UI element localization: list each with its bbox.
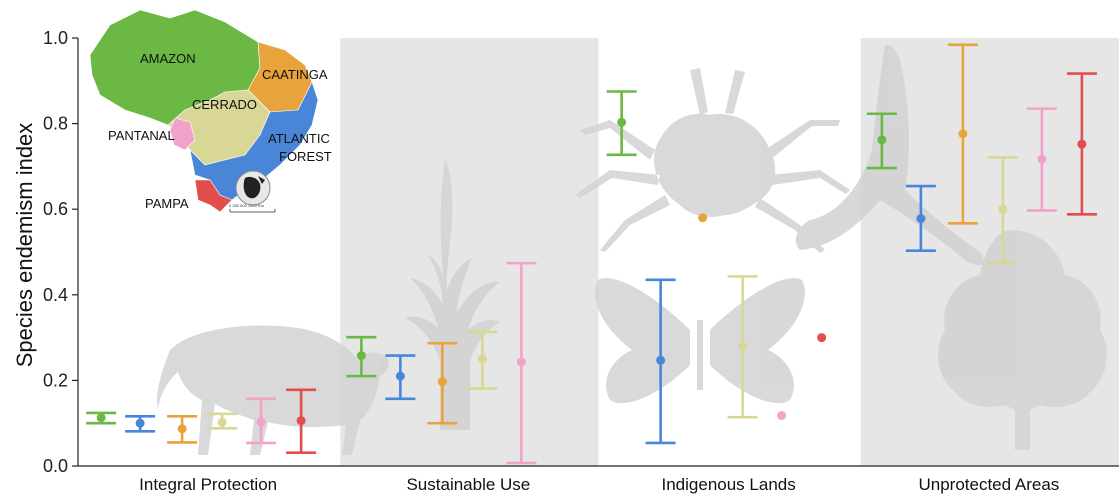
y-tick-label: 0.2 bbox=[43, 370, 68, 390]
point-caatinga bbox=[698, 213, 708, 223]
point-amazon bbox=[877, 135, 887, 145]
tarantula-silhouette bbox=[575, 68, 850, 253]
map-label-pantanal: PANTANAL bbox=[108, 128, 175, 143]
map-label-caatinga: CAATINGA bbox=[262, 67, 328, 82]
brazil-map-inset: 0 250 500 1000 Km AMAZON CAATINGA CERRAD… bbox=[89, 9, 332, 213]
point-atlantic-forest bbox=[916, 214, 926, 224]
map-scale-text: 0 250 500 1000 Km bbox=[229, 203, 265, 208]
point-cerrado bbox=[477, 354, 487, 364]
map-label-amazon: AMAZON bbox=[140, 51, 196, 66]
globe-icon bbox=[235, 170, 271, 206]
point-cerrado bbox=[217, 417, 227, 427]
point-caatinga bbox=[177, 424, 187, 434]
point-cerrado bbox=[998, 204, 1008, 214]
map-label-atlantic: ATLANTIC bbox=[268, 131, 330, 146]
map-region-pampa bbox=[194, 179, 233, 213]
jaguar-silhouette bbox=[156, 325, 389, 455]
y-tick-label: 1.0 bbox=[43, 28, 68, 48]
point-amazon bbox=[617, 117, 627, 127]
tree-silhouette bbox=[938, 230, 1107, 450]
point-pampa bbox=[296, 416, 306, 426]
point-pantanal bbox=[516, 357, 526, 367]
map-region-pantanal bbox=[169, 117, 196, 151]
y-tick-label: 0.8 bbox=[43, 114, 68, 134]
point-cerrado bbox=[738, 342, 748, 352]
axes: 0.0 0.2 0.4 0.6 0.8 1.0 bbox=[43, 28, 1119, 476]
plant-silhouette bbox=[405, 160, 500, 430]
group-label-integral-protection: Integral Protection bbox=[139, 475, 277, 494]
data-points bbox=[96, 117, 1087, 434]
point-caatinga bbox=[958, 129, 968, 139]
group-label-indigenous-lands: Indigenous Lands bbox=[662, 475, 796, 494]
map-scale-bar: 0 250 500 1000 Km bbox=[229, 203, 276, 213]
point-atlantic-forest bbox=[395, 371, 405, 381]
point-atlantic-forest bbox=[135, 418, 145, 428]
point-caatinga bbox=[437, 377, 447, 387]
y-axis-title: Species endemism index bbox=[12, 123, 37, 368]
point-amazon bbox=[96, 413, 106, 423]
point-pampa bbox=[817, 333, 827, 343]
group-labels: Integral Protection Sustainable Use Indige… bbox=[139, 475, 1059, 494]
butterfly-silhouette bbox=[595, 278, 805, 404]
point-pampa bbox=[1077, 139, 1087, 149]
map-label-forest: FOREST bbox=[279, 149, 332, 164]
background-silhouettes bbox=[156, 44, 1107, 455]
point-atlantic-forest bbox=[656, 355, 666, 365]
map-label-pampa: PAMPA bbox=[145, 196, 189, 211]
map-label-cerrado: CERRADO bbox=[192, 97, 257, 112]
point-pantanal bbox=[256, 417, 266, 427]
group-label-sustainable-use: Sustainable Use bbox=[406, 475, 530, 494]
y-tick-label: 0.0 bbox=[43, 456, 68, 476]
bird-silhouette bbox=[795, 44, 985, 266]
group-label-unprotected-areas: Unprotected Areas bbox=[918, 475, 1059, 494]
y-tick-label: 0.6 bbox=[43, 199, 68, 219]
point-amazon bbox=[356, 351, 366, 361]
point-pantanal bbox=[1037, 154, 1047, 164]
point-pantanal bbox=[777, 410, 787, 420]
y-tick-label: 0.4 bbox=[43, 285, 68, 305]
